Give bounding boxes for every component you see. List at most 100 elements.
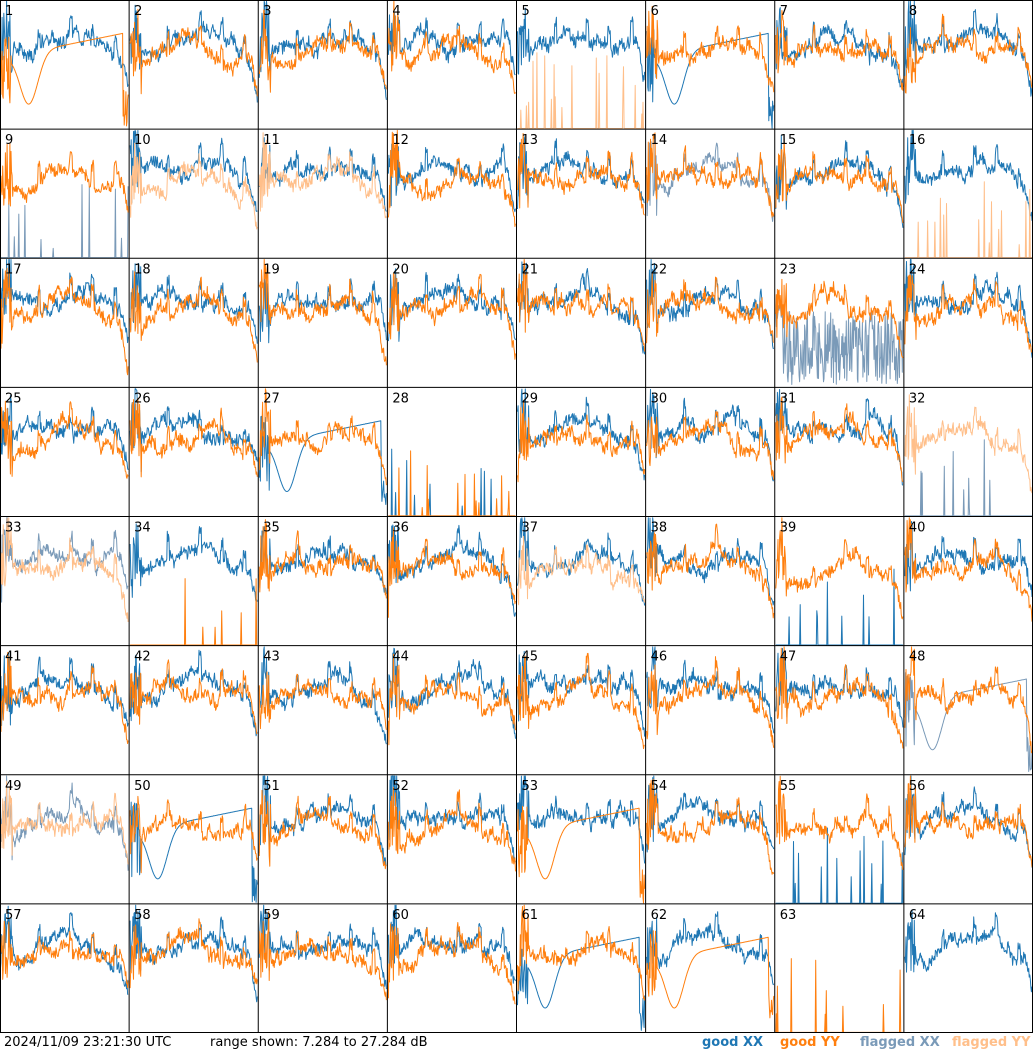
- tile-39-yx-trace: [775, 517, 904, 620]
- legend-flagged-yy: flagged YY: [952, 1035, 1031, 1050]
- tile-label: 37: [522, 521, 539, 536]
- tile-62-yx-trace: [646, 930, 775, 1019]
- tile-58-yx-trace: [129, 918, 258, 989]
- tile-13: 13: [517, 133, 645, 216]
- tile-label: 43: [263, 650, 280, 665]
- tile-15: 15: [775, 133, 904, 228]
- tile-43-xx-trace: [258, 646, 387, 745]
- tile-label: 49: [5, 779, 22, 794]
- tile-21-yx-trace: [517, 259, 646, 352]
- tile-64: 64: [904, 908, 1033, 993]
- tile-40-yx-trace: [904, 517, 1033, 622]
- tile-20: 20: [387, 262, 516, 360]
- tile-48-yx-trace: [904, 646, 1033, 754]
- legend-good-xx: good XX: [702, 1035, 764, 1050]
- tile-41: 41: [0, 650, 129, 744]
- tile-22-yx-trace: [646, 272, 775, 344]
- tile-35-xx-trace: [258, 526, 387, 595]
- legend-flagged-xx: flagged XX: [860, 1035, 940, 1050]
- tile-31-yx-trace: [775, 396, 904, 483]
- tile-30-xx-trace: [646, 388, 775, 482]
- tile-label: 8: [909, 4, 917, 19]
- tile-44-xx-trace: [387, 647, 516, 739]
- tile-29-yx-trace: [517, 399, 646, 483]
- tile-1-xx-trace: [1, 0, 129, 87]
- tile-3: 3: [258, 0, 387, 100]
- tile-label: 32: [909, 391, 926, 406]
- tile-14-yx-trace: [646, 132, 775, 218]
- tile-12: 12: [387, 129, 516, 227]
- tile-label: 56: [909, 779, 926, 794]
- tile-33-xx-trace: [0, 517, 129, 603]
- tile-label: 55: [780, 779, 797, 794]
- tile-27: 27: [258, 388, 387, 505]
- tile-56: 56: [904, 775, 1033, 868]
- tile-39: 39: [775, 517, 904, 646]
- tile-34-xx-trace: [129, 523, 258, 603]
- tile-label: 24: [909, 262, 926, 277]
- tile-6-yx-trace: [646, 5, 775, 93]
- tile-63: 63: [775, 908, 903, 1033]
- tile-2-xx-trace: [129, 4, 258, 103]
- tile-6: 6: [646, 4, 775, 129]
- tile-21: 21: [517, 259, 646, 355]
- tile-18-xx-trace: [129, 262, 258, 344]
- tile-49-xx-trace: [0, 775, 129, 871]
- tile-38-yx-trace: [646, 523, 775, 619]
- tile-label: 7: [780, 4, 788, 19]
- tile-48-xx-trace: [904, 672, 1033, 772]
- tile-60: 60: [387, 904, 516, 1005]
- tile-34: 34: [129, 521, 258, 646]
- tile-62-xx-trace: [646, 911, 775, 986]
- tile-37-yx-trace: [517, 535, 646, 606]
- tile-63-yx-trace: [775, 958, 903, 1033]
- tile-label: 11: [263, 133, 280, 148]
- tile-36-yx-trace: [387, 527, 516, 618]
- tile-54-yx-trace: [646, 778, 775, 875]
- tile-label: 33: [5, 521, 22, 536]
- tile-label: 28: [392, 391, 409, 406]
- tile-31-xx-trace: [775, 389, 904, 486]
- tile-label: 59: [263, 908, 280, 923]
- tile-60-xx-trace: [387, 904, 516, 984]
- tile-label: 42: [134, 650, 151, 665]
- tile-label: 34: [134, 521, 151, 536]
- tile-60-yx-trace: [387, 922, 516, 1005]
- tile-20-yx-trace: [387, 273, 516, 360]
- tile-17: 17: [0, 259, 129, 376]
- tile-label: 50: [134, 779, 151, 794]
- tile-32: 32: [904, 391, 1033, 517]
- tile-21-xx-trace: [517, 261, 646, 355]
- tile-35-yx-trace: [258, 519, 387, 599]
- tile-37-xx-trace: [517, 517, 646, 606]
- tile-9-xx-trace: [1, 184, 129, 259]
- tile-29: 29: [517, 388, 646, 483]
- tile-30: 30: [646, 388, 775, 482]
- tile-26-yx-trace: [129, 397, 258, 478]
- tile-57-yx-trace: [0, 920, 129, 989]
- tile-label: 53: [522, 779, 539, 794]
- tile-52: 52: [387, 775, 516, 872]
- tile-46-yx-trace: [646, 656, 775, 748]
- tile-label: 3: [263, 4, 271, 19]
- tile-40: 40: [904, 517, 1033, 622]
- tile-48: 48: [904, 646, 1033, 772]
- tile-24-yx-trace: [904, 274, 1033, 353]
- tile-54: 54: [646, 775, 775, 875]
- tile-53: 53: [517, 775, 646, 904]
- tile-label: 36: [392, 521, 409, 536]
- tile-label: 30: [651, 391, 668, 406]
- tile-18-yx-trace: [129, 271, 258, 363]
- tile-11: 11: [258, 132, 387, 219]
- tile-label: 57: [5, 908, 22, 923]
- tile-label: 21: [522, 262, 539, 277]
- range-text: range shown: 7.284 to 27.284 dB: [210, 1035, 428, 1050]
- tile-56-yx-trace: [904, 775, 1033, 868]
- tile-3-yx-trace: [258, 9, 387, 93]
- tile-19-xx-trace: [258, 271, 387, 344]
- tile-label: 60: [392, 908, 409, 923]
- tile-label: 13: [522, 133, 539, 148]
- tile-6-xx-trace: [646, 26, 775, 129]
- tile-59: 59: [258, 904, 387, 1001]
- tile-4: 4: [387, 0, 516, 94]
